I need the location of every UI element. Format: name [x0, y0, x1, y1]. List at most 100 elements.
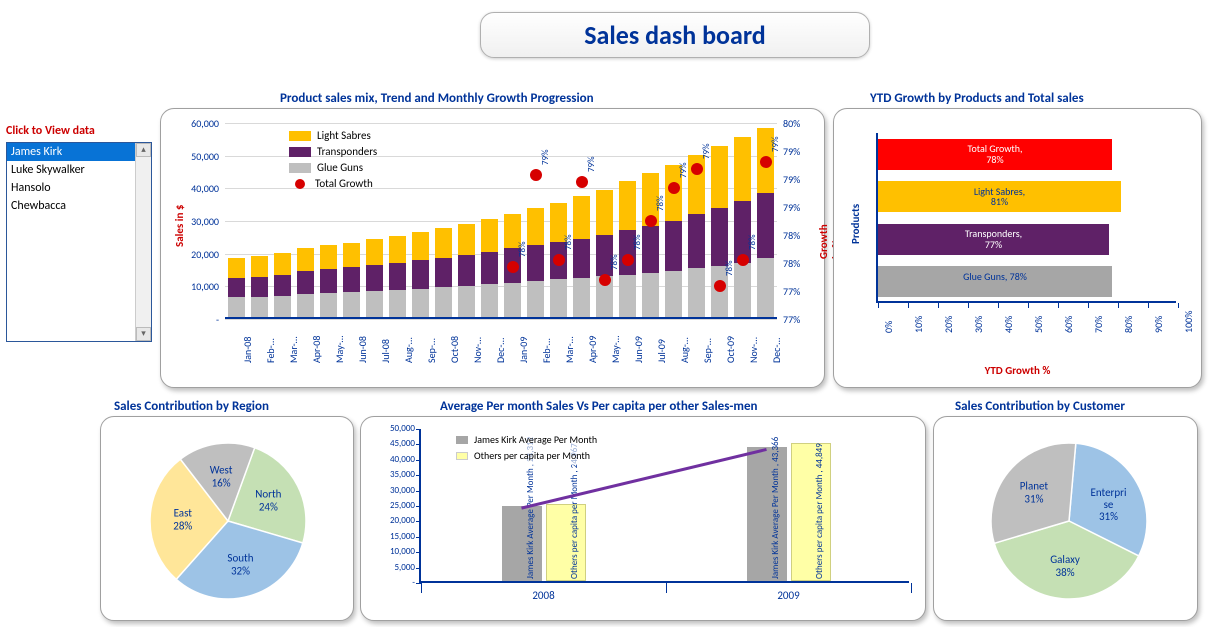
growth-label: 78% — [655, 195, 666, 211]
scroll-down-icon[interactable]: ▾ — [136, 327, 151, 341]
pie-slice-pct: 31% — [1099, 510, 1118, 523]
region-pie-panel: North24%South32%East28%West16% — [100, 416, 354, 621]
bar-segment — [228, 297, 244, 317]
growth-marker — [553, 254, 565, 266]
y-tick-label: - — [179, 313, 219, 326]
legend-swatch-total-growth — [295, 179, 305, 189]
bar-segment — [297, 248, 313, 271]
growth-label: 79% — [540, 150, 551, 166]
pie-slice-label: Galaxy — [1050, 553, 1080, 566]
avg-y-tick: 10,000 — [375, 546, 415, 557]
bar-segment — [527, 245, 543, 281]
pie-slice-pct: 38% — [1056, 566, 1075, 579]
bar-segment — [320, 269, 336, 293]
y2-tick-label: 78% — [783, 229, 800, 242]
ytd-x-tick: 70% — [1092, 316, 1105, 333]
bar-segment — [734, 263, 750, 317]
bar-segment — [435, 287, 451, 317]
bar-segment — [757, 258, 773, 317]
x-tick-label: Dec-… — [494, 338, 507, 363]
growth-marker — [691, 163, 703, 175]
growth-marker — [645, 215, 657, 227]
bar-segment — [619, 181, 635, 230]
ytd-x-tick: 0% — [882, 321, 895, 333]
y2-tick-label: 78% — [783, 257, 800, 270]
data-selector: Click to View data James KirkLuke Skywal… — [6, 124, 152, 342]
bar-segment — [366, 291, 382, 317]
y-tick-label: 10,000 — [179, 280, 219, 293]
x-tick-label: Mar-… — [287, 337, 300, 364]
bar-segment — [504, 283, 520, 317]
growth-marker — [622, 254, 634, 266]
bar-segment — [274, 275, 290, 296]
bar-segment — [711, 208, 727, 267]
y2-tick-label: 77% — [783, 313, 800, 326]
ytd-y-label: Products — [849, 204, 862, 244]
bar-segment — [458, 286, 474, 317]
growth-marker — [714, 280, 726, 292]
bar-segment — [734, 137, 750, 201]
x-tick-label: Jan-08 — [241, 337, 254, 363]
x-tick-label: Aug-… — [678, 337, 691, 363]
selector-item[interactable]: Chewbacca — [7, 197, 151, 215]
ytd-x-tick: 10% — [912, 316, 925, 333]
growth-marker — [507, 261, 519, 273]
main-chart-title: Product sales mix, Trend and Monthly Gro… — [280, 91, 594, 106]
y-axis-label: Sales in $ — [173, 205, 186, 247]
growth-marker — [530, 169, 542, 181]
x-tick-label: Apr-09 — [586, 336, 599, 363]
bar-segment — [412, 260, 428, 288]
y2-tick-label: 79% — [783, 145, 800, 158]
y-tick-label: 60,000 — [179, 117, 219, 130]
bar-segment — [458, 255, 474, 286]
avg-y-tick: 15,000 — [375, 531, 415, 542]
ytd-x-tick: 30% — [972, 316, 985, 333]
bar-segment — [665, 271, 681, 317]
selector-item[interactable]: Hansolo — [7, 179, 151, 197]
ytd-x-tick: 80% — [1122, 316, 1135, 333]
legend-swatch-glue-guns — [289, 163, 311, 173]
main-chart-panel: -10,00020,00030,00040,00050,00060,00077%… — [160, 108, 825, 388]
avg-legend: James Kirk Average Per Month Others per … — [456, 433, 597, 465]
x-tick-label: Feb-… — [264, 338, 277, 363]
scrollbar[interactable]: ▴ ▾ — [135, 143, 151, 341]
legend-label: Others per capita per Month — [474, 449, 590, 462]
growth-marker — [668, 182, 680, 194]
y2-tick-label: 79% — [783, 201, 800, 214]
x-tick-label: Nov-… — [471, 337, 484, 363]
ytd-x-tick: 50% — [1032, 316, 1045, 333]
selector-item[interactable]: Luke Skywalker — [7, 161, 151, 179]
pie-slice-label: West — [210, 463, 233, 476]
x-tick-label: Jan-09 — [517, 337, 530, 363]
selector-item[interactable]: James Kirk — [7, 143, 151, 161]
scroll-up-icon[interactable]: ▴ — [136, 143, 151, 157]
growth-marker — [576, 176, 588, 188]
avg-y-tick: 30,000 — [375, 485, 415, 496]
y2-tick-label: 79% — [783, 173, 800, 186]
avg-chart-panel: -5,00010,00015,00020,00025,00030,00035,0… — [360, 416, 926, 621]
legend-swatch-light-sabres — [289, 131, 311, 141]
avg-y-tick: 45,000 — [375, 438, 415, 449]
growth-label: 78% — [517, 241, 528, 257]
x-tick-label: May-… — [609, 336, 622, 363]
bar-segment — [642, 226, 658, 273]
bar-segment — [343, 243, 359, 268]
bar-segment — [573, 278, 589, 317]
growth-label: 79% — [586, 156, 597, 172]
bar-segment — [320, 245, 336, 269]
ytd-bar-label: Total Growth,78% — [878, 144, 1112, 165]
selector-listbox[interactable]: James KirkLuke SkywalkerHansoloChewbacca… — [6, 142, 152, 342]
x-tick-label: Jul-08 — [379, 339, 392, 363]
growth-label: 78% — [563, 235, 574, 251]
y-tick-label: 50,000 — [179, 150, 219, 163]
bar-segment — [251, 256, 267, 276]
region-pie-svg: North24%South32%East28%West16% — [101, 417, 355, 622]
region-pie-title: Sales Contribution by Region — [114, 399, 269, 414]
x-tick-label: Aug-… — [402, 337, 415, 363]
y2-tick-label: 80% — [783, 117, 800, 130]
bar-segment — [527, 281, 543, 317]
pie-slice-pct: 24% — [259, 501, 278, 514]
bar-segment — [343, 267, 359, 292]
ytd-bar-label: Light Sabres,81% — [878, 187, 1121, 208]
ytd-x-tick: 20% — [942, 316, 955, 333]
